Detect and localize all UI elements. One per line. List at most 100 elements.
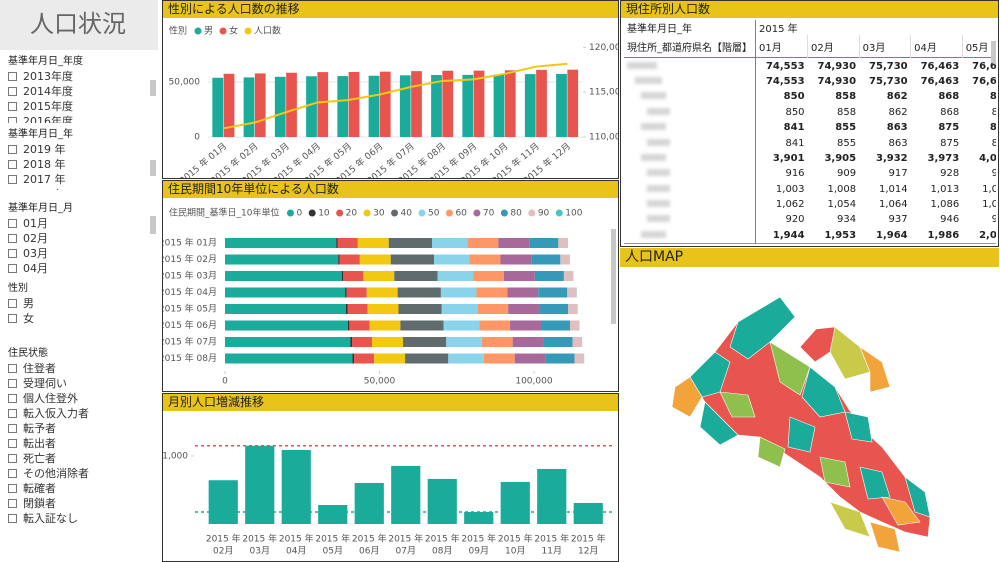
cell: 858 (835, 91, 857, 103)
bar-segment (388, 238, 433, 248)
slicer-item[interactable]: 個人住登外 (8, 391, 150, 406)
legend-label: 100 (565, 209, 582, 219)
slicer-item[interactable]: 2017 年 (8, 172, 150, 187)
map-region[interactable] (819, 456, 851, 488)
cell: 862 (886, 91, 908, 103)
map-region[interactable] (881, 496, 921, 526)
cell: 855 (837, 137, 857, 149)
slicer-label: その他消除者 (23, 467, 89, 480)
y-tick-label: 2015 年 03月 (163, 270, 217, 282)
slicer-item[interactable]: 2014年度 (8, 84, 150, 99)
slicer-item[interactable]: 女 (8, 311, 150, 326)
map-region[interactable] (799, 326, 836, 363)
cell: 75,730 (869, 75, 908, 87)
row-label (624, 151, 756, 166)
bar-segment (529, 238, 559, 248)
bar-segment (225, 271, 342, 281)
cell: 858 (837, 106, 857, 118)
map-region[interactable] (829, 501, 871, 538)
slicer-label: 02月 (23, 232, 48, 245)
table-row: 850858862868869870 (624, 89, 996, 105)
bar (567, 69, 579, 137)
bar-segment (432, 238, 468, 248)
cell: 916 (754, 166, 808, 182)
map-region[interactable] (757, 436, 786, 468)
scrollbar[interactable] (150, 80, 156, 96)
map-region[interactable] (801, 366, 846, 418)
cell: 74,553 (754, 57, 808, 74)
map-region[interactable] (769, 341, 811, 396)
chart-title: 住民期間10年単位による人口数 (163, 181, 618, 198)
slicer-item[interactable]: 転予者 (8, 421, 150, 436)
slicer-item[interactable]: 転出者 (8, 436, 150, 451)
bar-segment (400, 320, 444, 331)
map-region[interactable] (787, 416, 816, 453)
bar (317, 72, 329, 137)
bar-segment (369, 320, 401, 331)
scrollbar[interactable] (150, 160, 156, 176)
cell: 863 (888, 137, 908, 149)
checkbox (8, 249, 17, 258)
slicer-item[interactable]: 2015年度 (8, 99, 150, 114)
redacted-label (647, 215, 671, 223)
x-tick-label: 11月 (542, 546, 562, 557)
slicer-item[interactable]: その他消除者 (8, 466, 150, 481)
bar-segment (540, 320, 570, 331)
redacted-label (647, 200, 671, 208)
y2-tick-label: 120,000 (589, 43, 618, 53)
slicer-item[interactable]: 2013年度 (8, 69, 150, 84)
slicer-item[interactable]: 転入証なし (8, 511, 150, 526)
slicer-item[interactable]: 2016 年 (8, 187, 150, 190)
slicer-item[interactable]: 死亡者 (8, 451, 150, 466)
bar-segment (341, 271, 344, 281)
table-row: 916909917928951960 (624, 166, 996, 182)
slicer-item[interactable]: 男 (8, 296, 150, 311)
redacted-label (641, 153, 667, 161)
slicer: 性別男女 (8, 282, 150, 334)
slicer-item[interactable]: 住登者 (8, 361, 150, 376)
cell: 875 (938, 122, 960, 134)
map-region[interactable] (859, 466, 891, 500)
x-tick-label: 100,000 (515, 377, 552, 387)
slicer-item[interactable]: 2019 年 (8, 142, 150, 157)
slicer-label: 2015年度 (23, 100, 73, 113)
header-cell: 01月 (754, 35, 808, 58)
map-region[interactable] (699, 401, 739, 446)
slicer-item[interactable]: 01月 (8, 216, 150, 231)
slicer-label: 転入証なし (23, 512, 78, 525)
y-tick-label: 1,000 (163, 451, 188, 461)
slicer-item[interactable]: 転確者 (8, 481, 150, 496)
slicer-item[interactable]: 04月 (8, 261, 150, 276)
slicer-label: 2018 年 (23, 158, 66, 171)
cell: 1,014 (879, 183, 908, 195)
map-region[interactable] (869, 521, 901, 553)
scrollbar[interactable] (991, 41, 996, 63)
map-region[interactable] (904, 476, 931, 518)
legend-title: 住民期間_基準日_10年単位 (169, 207, 279, 219)
slicer: 住民状態 住登者 受理伺い 個人住登外 転入仮入力者 転予者 転出者 死亡者 その他消除者 転確者… (8, 347, 150, 527)
slicer-item[interactable]: 転入仮入力者 (8, 406, 150, 421)
legend-label: 0 (296, 209, 302, 219)
cell: 871 (962, 120, 996, 135)
slicer-item[interactable]: 受理伺い (8, 376, 150, 391)
map-region[interactable] (671, 376, 703, 418)
slicer-label: 住登者 (23, 362, 56, 375)
scrollbar[interactable] (611, 229, 616, 324)
scrollbar[interactable] (150, 216, 156, 234)
slicer-item[interactable]: 2018 年 (8, 157, 150, 172)
map-region[interactable] (859, 346, 891, 393)
slicer-item[interactable]: 03月 (8, 246, 150, 261)
chart-panel: 月別人口増減推移 1,000 2015 年 02月 2015 年 03月 2015 年 04… (162, 393, 619, 562)
y-tick-label: 2015 年 08月 (163, 352, 217, 364)
line (223, 62, 568, 130)
map-region[interactable] (719, 391, 756, 418)
map-region[interactable] (844, 411, 873, 443)
slicer-item[interactable]: 2016年度 (8, 114, 150, 123)
y-tick-label: 2015 年 04月 (163, 286, 217, 298)
cell: 75,730 (869, 60, 908, 72)
cell: 850 (754, 104, 808, 120)
y-tick-label: 2015 年 01月 (163, 237, 217, 249)
slicer-item[interactable]: 02月 (8, 231, 150, 246)
slicer-item[interactable]: 閉鎖者 (8, 496, 150, 511)
x-tick-label: 08月 (432, 546, 452, 557)
